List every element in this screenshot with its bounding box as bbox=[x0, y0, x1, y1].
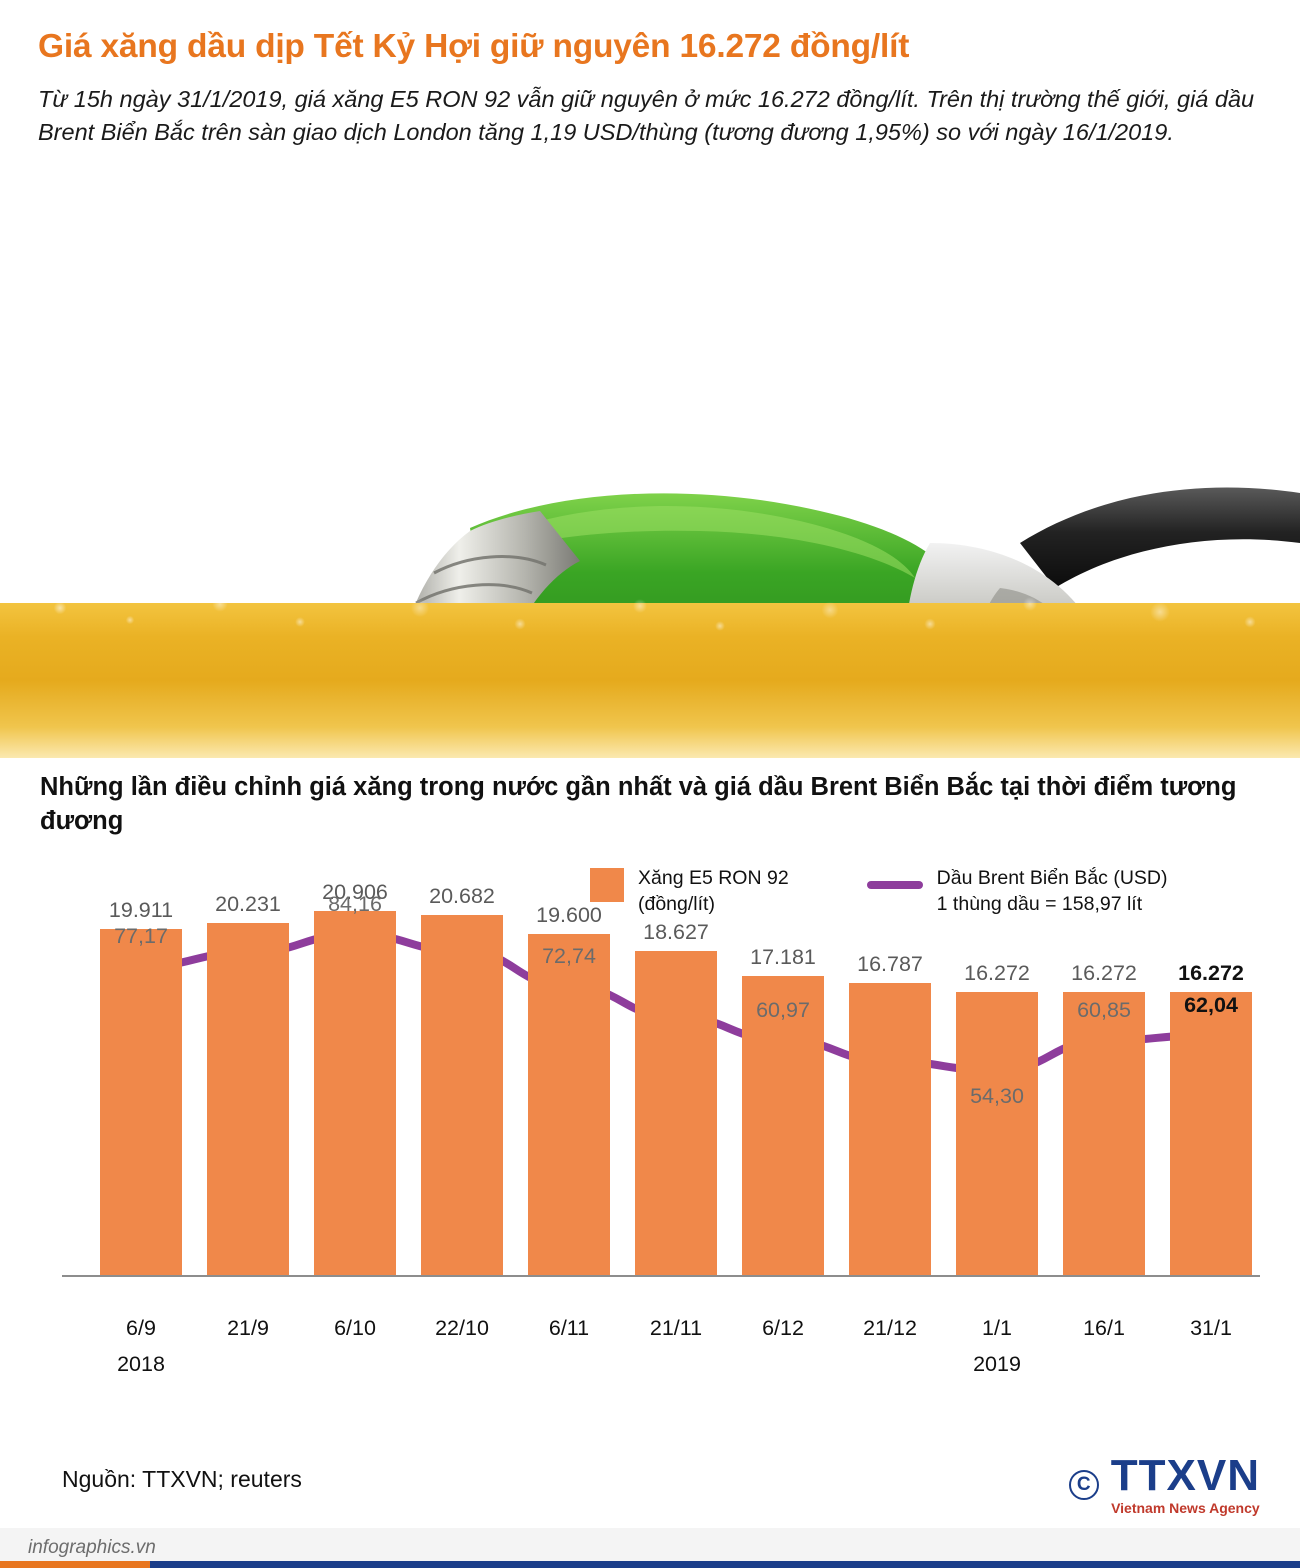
bar-21-9 bbox=[207, 923, 289, 1275]
x-axis-label: 21/11 bbox=[649, 1315, 703, 1340]
bar-value-label: 16.272 bbox=[1178, 961, 1244, 985]
fuel-foam-bubbles bbox=[0, 578, 1300, 638]
brent-value-label: 62,04 bbox=[1184, 992, 1238, 1017]
bar-value-label: 18.627 bbox=[643, 920, 709, 945]
x-axis-label: 6/12 bbox=[762, 1315, 804, 1340]
bar-6-10 bbox=[314, 911, 396, 1275]
bar-value-label: 19.911 bbox=[108, 897, 174, 922]
footer-accent-blue bbox=[150, 1561, 1300, 1568]
x-axis-line bbox=[62, 1274, 1260, 1277]
hero-image-fuel-nozzle bbox=[0, 243, 1300, 758]
source-note: Nguồn: TTXVN; reuters bbox=[62, 1466, 302, 1492]
header: Giá xăng dầu dịp Tết Kỷ Hợi giữ nguyên 1… bbox=[0, 0, 1300, 149]
page-title: Giá xăng dầu dịp Tết Kỷ Hợi giữ nguyên 1… bbox=[38, 28, 910, 65]
ttxvn-logo: C TTXVN Vietnam News Agency bbox=[1068, 1451, 1260, 1516]
bar-16-1 bbox=[1063, 992, 1145, 1275]
footer-accent-orange bbox=[0, 1561, 150, 1568]
bar-1-1 bbox=[956, 992, 1038, 1275]
logo-subtitle: Vietnam News Agency bbox=[1111, 1500, 1260, 1516]
legend-bar-swatch-icon bbox=[590, 868, 624, 902]
legend-item-gasoline: Xăng E5 RON 92 (đồng/lít) bbox=[590, 865, 789, 918]
bar-21-12 bbox=[849, 983, 931, 1275]
chart-plot-area: 19.911 6/9 2018 20.231 21/9 20.906 6/10 20.682 2… bbox=[0, 839, 1300, 1399]
bar-value-label: 20.682 bbox=[429, 884, 495, 909]
brent-value-label: 60,85 bbox=[1077, 998, 1131, 1023]
brent-value-label: 54,30 bbox=[970, 1084, 1024, 1109]
x-axis-year-label: 2018 bbox=[117, 1351, 165, 1376]
bar-21-11 bbox=[635, 951, 717, 1275]
bar-31-1 bbox=[1170, 992, 1252, 1275]
page-subtitle: Từ 15h ngày 31/1/2019, giá xăng E5 RON 9… bbox=[38, 85, 1255, 145]
bar-value-label: 16.272 bbox=[964, 961, 1030, 985]
bar-6-11 bbox=[528, 934, 610, 1275]
x-axis-label: 6/11 bbox=[548, 1315, 590, 1340]
legend-line-swatch-icon bbox=[866, 881, 923, 889]
brent-value-label: 60,97 bbox=[756, 997, 810, 1022]
bar-value-label: 16.787 bbox=[857, 952, 923, 977]
chart-legend: Xăng E5 RON 92 (đồng/lít) Dầu Brent Biển… bbox=[590, 865, 1168, 918]
bar-value-label: 16.272 bbox=[1071, 961, 1137, 985]
site-url: infographics.vn bbox=[28, 1537, 156, 1558]
footer: Nguồn: TTXVN; reuters infographics.vn C … bbox=[0, 1448, 1300, 1568]
x-axis-label: 21/9 bbox=[227, 1315, 269, 1340]
bar-value-label: 20.906 bbox=[322, 880, 388, 905]
chart-section: Những lần điều chỉnh giá xăng trong nước… bbox=[0, 770, 1300, 1399]
copyright-icon: C bbox=[1068, 1470, 1099, 1500]
legend-gasoline-line2: (đồng/lít) bbox=[638, 893, 715, 916]
x-axis-label: 31/1 bbox=[1190, 1315, 1232, 1340]
chart-heading: Những lần điều chỉnh giá xăng trong nước… bbox=[40, 773, 1237, 836]
legend-brent-line1: Dầu Brent Biển Bắc (USD) bbox=[936, 867, 1168, 889]
x-axis-label: 21/12 bbox=[863, 1315, 917, 1340]
bar-22-10 bbox=[421, 915, 503, 1275]
brent-value-label: 84,16 bbox=[328, 892, 382, 917]
bar-6-12 bbox=[742, 976, 824, 1275]
logo-name: TTXVN bbox=[1110, 1451, 1260, 1500]
x-axis-label: 6/9 bbox=[126, 1315, 156, 1340]
bar-6-9 bbox=[100, 928, 182, 1275]
x-axis-label: 16/1 bbox=[1083, 1315, 1125, 1340]
x-axis-label: 1/1 bbox=[982, 1315, 1012, 1340]
x-axis-year-label: 2019 bbox=[973, 1351, 1021, 1376]
legend-gasoline-line1: Xăng E5 RON 92 bbox=[638, 867, 789, 889]
bar-value-label: 19.600 bbox=[536, 903, 602, 928]
legend-item-brent: Dầu Brent Biển Bắc (USD) 1 thùng dầu = 1… bbox=[866, 865, 1168, 918]
legend-label-gasoline: Xăng E5 RON 92 (đồng/lít) bbox=[638, 865, 789, 918]
x-axis-label: 6/10 bbox=[334, 1315, 376, 1340]
brent-value-label: 77,17 bbox=[114, 924, 168, 949]
bar-value-label: 17.181 bbox=[750, 945, 816, 970]
bar-value-label: 20.231 bbox=[215, 892, 281, 917]
x-axis-label: 22/10 bbox=[435, 1315, 489, 1340]
brent-value-label: 72,74 bbox=[542, 944, 596, 969]
legend-brent-line2: 1 thùng dầu = 158,97 lít bbox=[936, 893, 1143, 916]
legend-label-brent: Dầu Brent Biển Bắc (USD) 1 thùng dầu = 1… bbox=[937, 865, 1168, 918]
